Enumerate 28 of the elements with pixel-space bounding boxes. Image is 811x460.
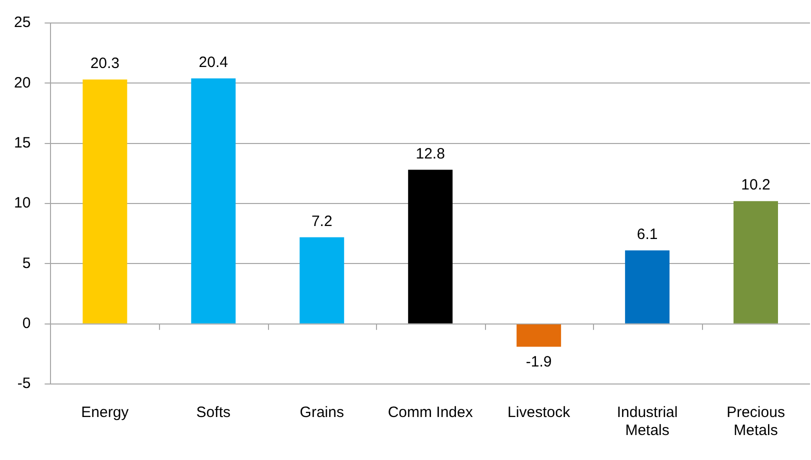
x-tick-label: Comm Index [388,404,474,422]
y-tick-label: 25 [14,14,31,32]
y-tick-label: 10 [14,194,31,212]
x-tick-label: Livestock [508,404,571,422]
data-label: 10.2 [741,176,770,194]
data-label: 12.8 [416,145,445,162]
data-label: -1.9 [526,353,552,370]
y-tick-label: -5 [17,375,31,392]
x-tick-label: Precious Metals [726,404,785,440]
bar [625,250,670,324]
data-label: 20.4 [198,54,228,71]
bar [408,170,453,324]
bar [516,324,562,347]
bar [734,201,778,324]
data-label: 6.1 [636,226,658,244]
y-tick-label: 5 [22,254,31,272]
x-tick-label: Grains [300,404,344,422]
y-tick-label: 15 [14,134,31,152]
x-tick-label: Energy [81,404,130,422]
x-tick-label: Industrial Metals [616,404,678,440]
y-tick-label: 0 [22,314,31,332]
bar [300,237,344,324]
bar [191,78,236,324]
data-label: 20.3 [90,55,120,72]
data-label: 7.2 [311,212,332,230]
y-tick-label: 20 [14,74,31,92]
bar [82,80,128,324]
x-tick-label: Softs [196,404,230,422]
